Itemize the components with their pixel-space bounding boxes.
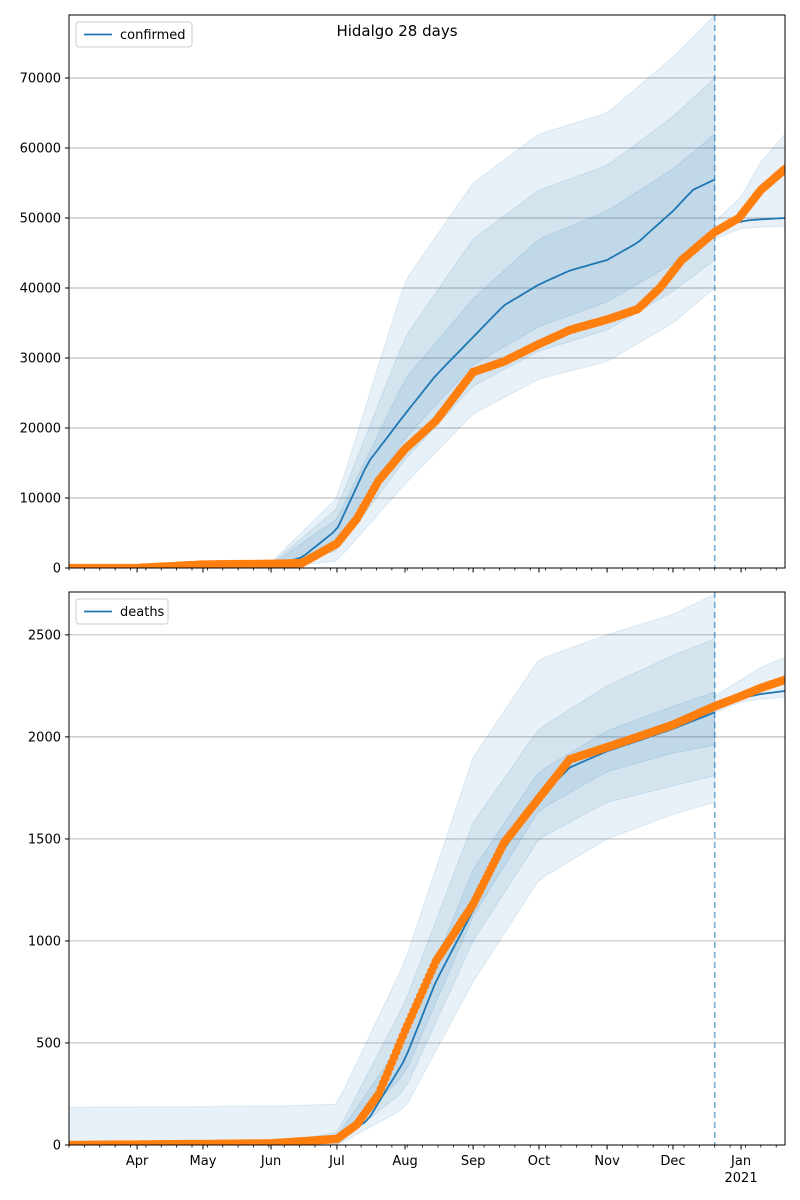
x-tick-label: Apr (126, 1154, 149, 1169)
x-tick-label: Jun (260, 1154, 281, 1169)
figure-title: Hidalgo 28 days (336, 22, 457, 40)
plot-area (69, 15, 785, 568)
x-tick-label: Oct (528, 1154, 550, 1169)
legend: deaths (75, 598, 169, 625)
legend-label: confirmed (120, 28, 186, 43)
deaths-panel: 0 500 1000 1500 2000 2500 Apr May Jun Jul Aug Sep Oc… (28, 591, 786, 1186)
legend-box (75, 21, 193, 48)
y-tick-label: 500 (36, 1036, 61, 1051)
y-tick-label: 60000 (20, 142, 61, 157)
y-tick-label: 40000 (20, 282, 61, 297)
axes-frame (68, 591, 786, 1146)
y-tick-label: 2500 (28, 628, 61, 643)
y-tick-label: 70000 (20, 72, 61, 87)
x-tick-label: Jul (328, 1154, 345, 1169)
x-tick-label: Dec (660, 1154, 685, 1169)
legend-box (75, 598, 169, 625)
y-tick-label: 1000 (28, 934, 61, 949)
x-tick-label: May (190, 1154, 217, 1169)
y-tick-label: 50000 (20, 212, 61, 227)
y-tick-label: 10000 (20, 492, 61, 507)
y-tick-label: 0 (53, 1139, 61, 1154)
plot-area (69, 592, 785, 1145)
confirmed-panel: 0 10000 20000 30000 40000 50000 60000 70000 conf… (20, 14, 786, 577)
y-tick-label: 0 (53, 562, 61, 577)
observed-point (780, 675, 785, 684)
y-tick-label: 20000 (20, 422, 61, 437)
x-tick-label: Nov (594, 1154, 620, 1169)
x-tick-label: Sep (461, 1154, 486, 1169)
legend: confirmed (75, 21, 193, 48)
uncertainty-band (714, 133, 785, 240)
x-tick-label: Jan (730, 1154, 751, 1169)
x-tick-year-label: 2021 (725, 1171, 758, 1186)
legend-label: deaths (120, 605, 165, 620)
axes-frame (68, 14, 786, 569)
x-tick-label: Aug (392, 1154, 417, 1169)
y-tick-label: 30000 (20, 352, 61, 367)
observed-point (780, 164, 785, 174)
y-tick-label: 1500 (28, 832, 61, 847)
y-tick-label: 2000 (28, 730, 61, 745)
